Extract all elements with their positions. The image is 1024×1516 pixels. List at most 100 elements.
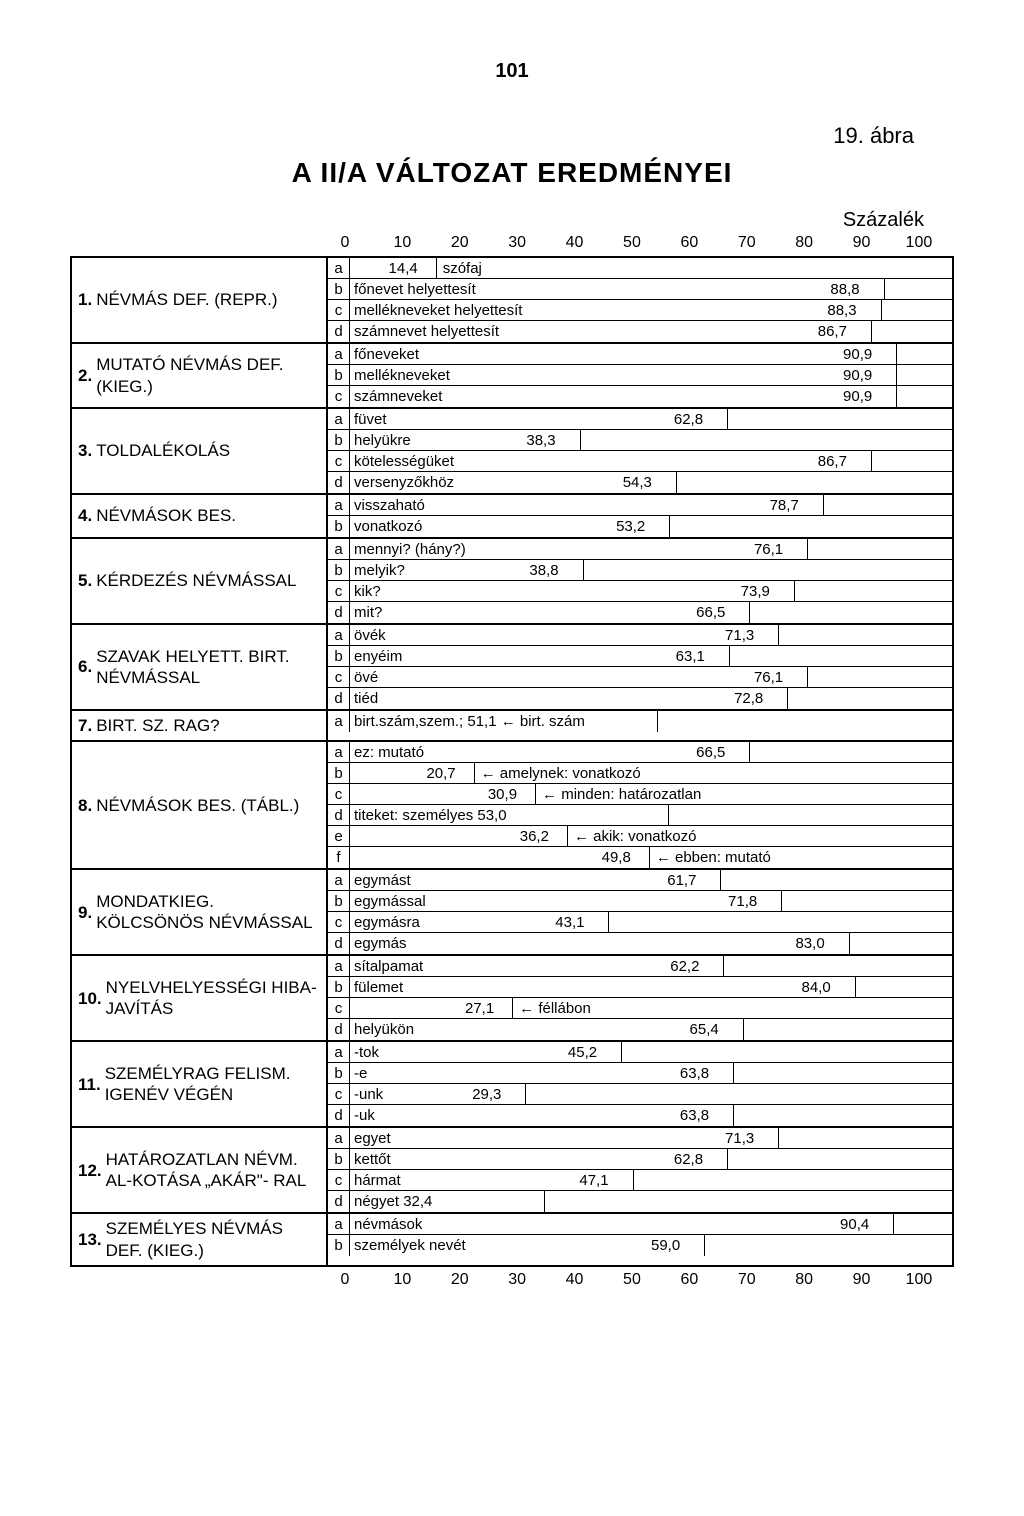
bar-row: cegymásra43,1 bbox=[328, 912, 952, 933]
chart-section: 9. MONDATKIEG. KÖLCSÖNÖS NÉVMÁSSALaegymá… bbox=[72, 870, 952, 956]
bar-value: 84,0 bbox=[802, 977, 831, 997]
bar-label: füvet bbox=[354, 409, 387, 429]
section-label: 8. NÉVMÁSOK BES. (TÁBL.) bbox=[72, 742, 328, 868]
bar-row: afőneveket90,9 bbox=[328, 344, 952, 365]
bar-fill bbox=[350, 688, 788, 709]
bar-row: benyéim63,1 bbox=[328, 646, 952, 667]
row-key: b bbox=[328, 646, 350, 666]
bar-area: -unk29,3 bbox=[350, 1084, 952, 1104]
figure-label: 19. ábra bbox=[70, 123, 954, 149]
bar-value: 62,2 bbox=[670, 956, 699, 976]
bar-label: fülemet bbox=[354, 977, 403, 997]
section-label: 12. HATÁROZATLAN NÉVM. AL-KOTÁSA „AKÁR"-… bbox=[72, 1128, 328, 1212]
bar-row: ckötelességüket86,7 bbox=[328, 451, 952, 472]
chart-body: 1. NÉVMÁS DEF. (REPR.)a14,4szófajbfőneve… bbox=[70, 256, 954, 1267]
bar-row: anévmások90,4 bbox=[328, 1214, 952, 1235]
bar-area: -tok45,2 bbox=[350, 1042, 952, 1062]
chart-section: 3. TOLDALÉKOLÁSafüvet62,8bhelyükre38,3ck… bbox=[72, 409, 952, 495]
bar-label: hármat bbox=[354, 1170, 401, 1190]
top-axis: 0102030405060708090100 bbox=[330, 234, 934, 252]
bar-value: 59,0 bbox=[651, 1235, 680, 1256]
bar-label: helyükön bbox=[354, 1019, 414, 1040]
row-key: f bbox=[328, 847, 350, 868]
bar-value: 83,0 bbox=[795, 933, 824, 954]
row-key: d bbox=[328, 472, 350, 493]
bar-area: -uk63,8 bbox=[350, 1105, 952, 1126]
bar-area: főnevet helyettesít88,8 bbox=[350, 279, 952, 299]
bar-value: 86,7 bbox=[818, 451, 847, 471]
bar-label: egymás bbox=[354, 933, 407, 954]
bar-label: melyik? bbox=[354, 560, 405, 580]
bar-fill bbox=[350, 1149, 728, 1169]
bar-area: övé76,1 bbox=[350, 667, 952, 687]
bar-area: -e63,8 bbox=[350, 1063, 952, 1083]
bar-row: b-e63,8 bbox=[328, 1063, 952, 1084]
bar-label: ← amelynek: vonatkozó bbox=[481, 763, 641, 783]
bar-row: avisszaható78,7 bbox=[328, 495, 952, 516]
bar-value: 76,1 bbox=[754, 667, 783, 687]
bar-label: szófaj bbox=[443, 258, 482, 278]
row-key: c bbox=[328, 1170, 350, 1190]
bar-area: 20,7← amelynek: vonatkozó bbox=[350, 763, 952, 783]
bar-row: e36,2← akik: vonatkozó bbox=[328, 826, 952, 847]
row-key: a bbox=[328, 956, 350, 976]
row-key: a bbox=[328, 870, 350, 890]
bar-area: helyükön65,4 bbox=[350, 1019, 952, 1040]
bar-row: degymás83,0 bbox=[328, 933, 952, 954]
bottom-axis: 0102030405060708090100 bbox=[330, 1271, 934, 1289]
bar-label: mit? bbox=[354, 602, 382, 623]
bar-label: egymásra bbox=[354, 912, 420, 932]
bar-fill bbox=[350, 581, 795, 601]
bar-label: titeket: személyes 53,0 bbox=[354, 805, 507, 825]
chart-section: 1. NÉVMÁS DEF. (REPR.)a14,4szófajbfőneve… bbox=[72, 258, 952, 344]
bar-label: -unk bbox=[354, 1084, 383, 1104]
bar-area: mellékneveket90,9 bbox=[350, 365, 952, 385]
bar-area: füvet62,8 bbox=[350, 409, 952, 429]
bar-value: 63,8 bbox=[680, 1063, 709, 1083]
row-key: a bbox=[328, 1128, 350, 1148]
bar-value: 62,8 bbox=[674, 1149, 703, 1169]
bar-label: kötelességüket bbox=[354, 451, 454, 471]
bar-row: dtiéd72,8 bbox=[328, 688, 952, 709]
bar-area: 36,2← akik: vonatkozó bbox=[350, 826, 952, 846]
bar-row: bkettőt62,8 bbox=[328, 1149, 952, 1170]
bar-value: 27,1 bbox=[465, 998, 494, 1018]
bar-area: övék71,3 bbox=[350, 625, 952, 645]
bar-label: kik? bbox=[354, 581, 381, 601]
section-label: 11. SZEMÉLYRAG FELISM. IGENÉV VÉGÉN bbox=[72, 1042, 328, 1126]
row-key: a bbox=[328, 258, 350, 278]
bar-label: visszaható bbox=[354, 495, 425, 515]
bar-row: f49,8← ebben: mutató bbox=[328, 847, 952, 868]
bar-fill bbox=[350, 1063, 734, 1083]
bar-row: bhelyükre38,3 bbox=[328, 430, 952, 451]
bar-value: 73,9 bbox=[741, 581, 770, 601]
bar-area: 49,8← ebben: mutató bbox=[350, 847, 952, 868]
bar-area: egymás 83,0 bbox=[350, 933, 952, 954]
bar-label: egymással bbox=[354, 891, 426, 911]
bar-row: bszemélyek nevét59,0 bbox=[328, 1235, 952, 1256]
bar-row: asítalpamat62,2 bbox=[328, 956, 952, 977]
bar-label: mellékneveket bbox=[354, 365, 450, 385]
bar-label: névmások bbox=[354, 1214, 422, 1234]
bar-label: főneveket bbox=[354, 344, 419, 364]
bar-row: aez: mutató66,5 bbox=[328, 742, 952, 763]
bar-fill bbox=[350, 933, 850, 954]
row-key: b bbox=[328, 977, 350, 997]
bar-row: aegymást61,7 bbox=[328, 870, 952, 891]
bar-area: 27,1← féllábon bbox=[350, 998, 952, 1018]
bar-area: helyükre38,3 bbox=[350, 430, 952, 450]
bar-label: enyéim bbox=[354, 646, 402, 666]
bar-value: 45,2 bbox=[568, 1042, 597, 1062]
bar-value: 38,3 bbox=[526, 430, 555, 450]
bar-area: mennyi? (hány?)76,1 bbox=[350, 539, 952, 559]
bar-value: 88,3 bbox=[827, 300, 856, 320]
bar-fill bbox=[350, 344, 897, 364]
bar-label: ← akik: vonatkozó bbox=[574, 826, 697, 846]
bar-row: dszámnevet helyettesít86,7 bbox=[328, 321, 952, 342]
bar-row: amennyi? (hány?)76,1 bbox=[328, 539, 952, 560]
bar-fill bbox=[350, 763, 475, 783]
bar-area: személyek nevét59,0 bbox=[350, 1235, 952, 1256]
bar-fill bbox=[350, 409, 728, 429]
row-key: b bbox=[328, 279, 350, 299]
bar-value: 43,1 bbox=[555, 912, 584, 932]
